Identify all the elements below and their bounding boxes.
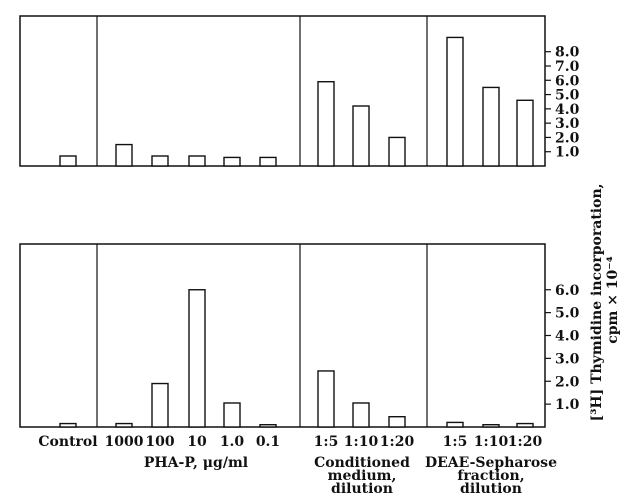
bar <box>446 36 464 167</box>
category-label: 1000 <box>105 434 144 450</box>
group-labels: PHA-P, μg/ml Conditionedmedium,dilutionDE… <box>144 455 557 497</box>
y-tick-label: 7.0 <box>555 59 580 75</box>
y-tick-label: 3.0 <box>555 116 580 132</box>
bar <box>115 143 133 167</box>
y-tick-label: 6.0 <box>555 283 580 299</box>
bar <box>516 422 534 428</box>
group-label-line: dilution <box>460 481 522 497</box>
bar <box>223 156 241 167</box>
bar <box>482 424 500 428</box>
y-axis-label: [³H] Thymidine incorporation, cpm × 10⁻⁴ <box>589 179 621 422</box>
group-label-line: dilution <box>331 481 393 497</box>
bar <box>151 155 169 167</box>
bar <box>59 155 77 167</box>
y-tick-label: 1.0 <box>555 397 580 413</box>
category-label: 100 <box>145 434 174 450</box>
y-tick-label: 3.0 <box>555 351 580 367</box>
bar <box>482 86 500 167</box>
category-label: 1:20 <box>380 434 415 450</box>
y-tick-label: 5.0 <box>555 88 580 104</box>
y-tick-label: 8.0 <box>555 45 580 61</box>
bar <box>223 402 241 428</box>
y-axis-label-line-2: cpm × 10⁻⁴ <box>605 256 621 344</box>
y-tick-label: 5.0 <box>555 306 580 322</box>
panel-frame <box>19 243 546 428</box>
category-label: 10 <box>187 434 207 450</box>
bar <box>317 81 335 167</box>
bottom-panel: 1.0 2.0 3.0 4.0 5.0 6.0 <box>19 243 580 428</box>
category-label: 1:5 <box>443 434 468 450</box>
bar <box>317 370 335 428</box>
bar <box>352 402 370 428</box>
category-label: 0.1 <box>256 434 280 450</box>
group-label-line: Conditioned <box>314 455 410 471</box>
y-tick-label: 2.0 <box>555 130 580 146</box>
panel-frame <box>19 15 546 167</box>
category-label: 1:10 <box>344 434 379 450</box>
category-label: 1:10 <box>474 434 509 450</box>
category-label: Control <box>38 434 97 450</box>
top-panel: 1.02.03.04.05.06.07.08.0 <box>19 15 580 167</box>
y-tick-label: 1.0 <box>555 145 580 161</box>
group-label-line: PHA-P, μg/ml <box>144 455 248 471</box>
group-label-line: DEAE-Sepharose <box>425 455 557 471</box>
y-tick-label: 6.0 <box>555 73 580 89</box>
bar <box>188 155 206 167</box>
category-labels: Control 1000 100 10 1.0 0.1 1:5 1:10 1:20 1:5 1:10… <box>38 434 542 450</box>
group-label-line: fraction, <box>457 468 524 484</box>
bar <box>188 289 206 428</box>
category-label: 1:20 <box>508 434 543 450</box>
bar <box>352 105 370 167</box>
bar <box>388 136 406 167</box>
y-tick-label: 4.0 <box>555 329 580 345</box>
y-tick-label: 4.0 <box>555 102 580 118</box>
y-tick-label: 2.0 <box>555 374 580 390</box>
bar <box>151 382 169 428</box>
category-label: 1.0 <box>220 434 245 450</box>
category-label: 1:5 <box>314 434 339 450</box>
bar <box>115 422 133 428</box>
bar <box>516 99 534 167</box>
bar <box>259 424 277 428</box>
bar <box>259 156 277 167</box>
group-label-line: medium, <box>328 468 397 484</box>
y-axis-label-line-1: [³H] Thymidine incorporation, <box>589 183 605 421</box>
bar <box>388 416 406 428</box>
bar <box>446 421 464 428</box>
bar <box>59 422 77 428</box>
